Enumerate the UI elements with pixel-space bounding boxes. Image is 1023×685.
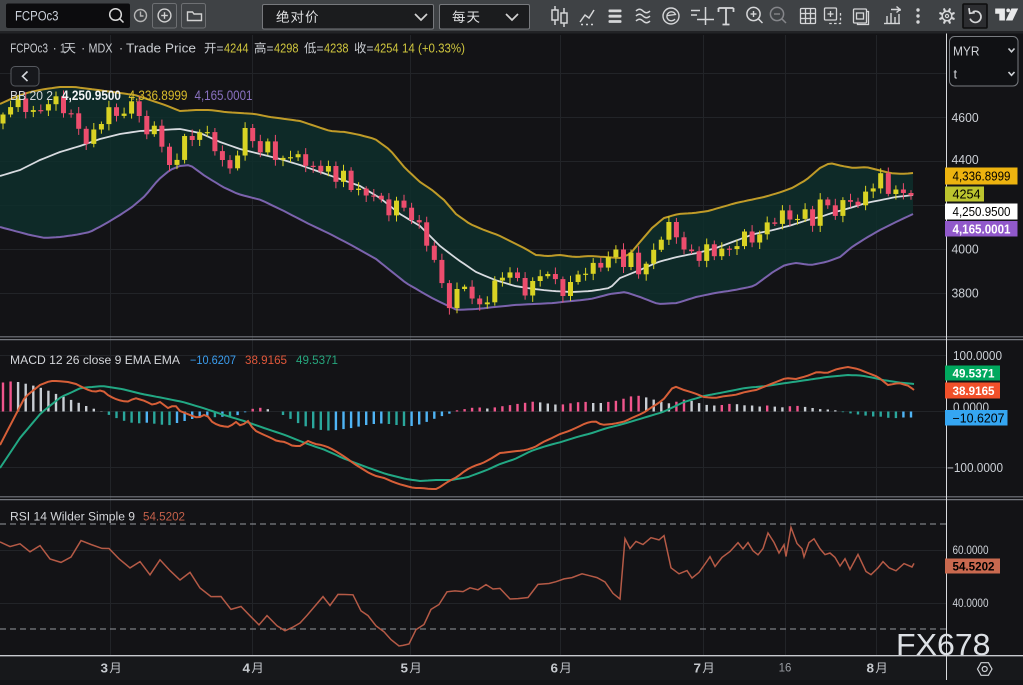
svg-text:4238: 4238: [324, 41, 349, 56]
svg-text:4600: 4600: [952, 110, 979, 125]
svg-text:FX678: FX678: [896, 628, 991, 662]
svg-text:=: =: [267, 41, 274, 56]
svg-text:4298: 4298: [274, 41, 299, 56]
svg-text:4,250.9500: 4,250.9500: [62, 88, 121, 103]
svg-text:4400: 4400: [952, 152, 979, 167]
svg-text:60.0000: 60.0000: [953, 543, 989, 557]
svg-text:7: 7: [694, 661, 702, 676]
svg-text:MDX: MDX: [89, 41, 113, 56]
svg-text:−10.6207: −10.6207: [190, 355, 236, 367]
svg-text:4,250.9500: 4,250.9500: [953, 205, 1011, 219]
svg-text:RSI 14 Wilder Simple 9: RSI 14 Wilder Simple 9: [10, 512, 135, 524]
svg-text:38.9165: 38.9165: [245, 355, 287, 367]
svg-text:16: 16: [779, 663, 792, 675]
svg-text:4,336.8999: 4,336.8999: [953, 170, 1011, 184]
svg-text:MACD 12 26 close 9 EMA EMA: MACD 12 26 close 9 EMA EMA: [10, 355, 180, 367]
svg-text:=: =: [367, 41, 374, 56]
svg-text:100.0000: 100.0000: [953, 349, 1002, 363]
svg-text:−10.6207: −10.6207: [953, 411, 1005, 425]
svg-text:·: ·: [81, 41, 85, 56]
svg-text:Trade Price: Trade Price: [126, 41, 196, 56]
svg-text:4,165.0001: 4,165.0001: [953, 222, 1011, 236]
svg-text:14 (+0.33%): 14 (+0.33%): [402, 41, 465, 56]
svg-text:54.5202: 54.5202: [953, 560, 995, 574]
svg-text:54.5202: 54.5202: [143, 512, 185, 524]
svg-text:BB 20 2: BB 20 2: [10, 88, 53, 103]
svg-text:4,165.0001: 4,165.0001: [195, 88, 253, 103]
svg-text:49.5371: 49.5371: [296, 355, 338, 367]
svg-text:3800: 3800: [952, 286, 979, 301]
svg-text:8: 8: [867, 661, 875, 676]
svg-text:4254: 4254: [374, 41, 399, 56]
svg-text:5: 5: [401, 661, 409, 676]
svg-text:4: 4: [243, 661, 251, 676]
svg-text:6: 6: [551, 661, 559, 676]
svg-text:t: t: [954, 67, 958, 82]
svg-text:·: ·: [53, 41, 57, 56]
svg-text:FCPOc3: FCPOc3: [10, 41, 48, 56]
svg-text:1: 1: [60, 41, 66, 56]
svg-text:−100.0000: −100.0000: [947, 461, 1003, 475]
svg-text:4000: 4000: [952, 242, 979, 257]
svg-text:=: =: [317, 41, 324, 56]
svg-text:49.5371: 49.5371: [953, 367, 995, 381]
svg-text:4244: 4244: [224, 41, 249, 56]
svg-text:MYR: MYR: [953, 44, 980, 59]
svg-text:3: 3: [101, 661, 109, 676]
svg-text:4254: 4254: [953, 188, 981, 202]
svg-text:=: =: [217, 41, 224, 56]
svg-text:4,336.8999: 4,336.8999: [129, 88, 188, 103]
svg-text:38.9165: 38.9165: [953, 384, 995, 398]
svg-text:FCPOc3: FCPOc3: [15, 9, 59, 24]
svg-text:40.0000: 40.0000: [953, 596, 989, 610]
svg-text:·: ·: [119, 41, 123, 56]
